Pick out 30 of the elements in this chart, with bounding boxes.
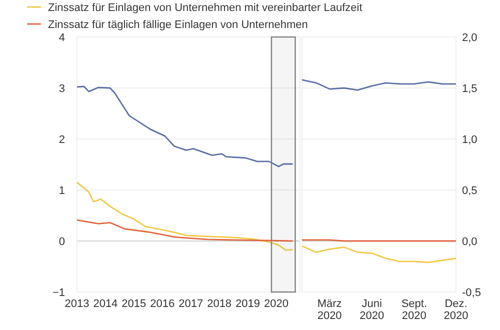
line-series: [76, 182, 294, 251]
y-tick-label: 2: [58, 134, 65, 146]
x-tick-label: März 2020: [317, 298, 342, 322]
y-tick-label: 0: [58, 236, 65, 248]
x-tick-label: 2020: [264, 298, 288, 310]
y-tick-label: 3: [58, 82, 65, 95]
y2-tick-label: 0,5: [462, 184, 478, 197]
y-tick-label: 1: [58, 184, 65, 197]
x-tick-label: 2014: [93, 298, 118, 310]
y2-tick-label: 1,0: [462, 134, 478, 146]
line-series: [76, 219, 294, 242]
x-tick-label: 2016: [150, 298, 175, 310]
y2-tick-label: 1,5: [462, 82, 478, 95]
x-tick-label: 2017: [178, 298, 204, 310]
x-tick-label: 2019: [236, 298, 260, 310]
x-tick-label: Sept. 2020: [401, 298, 428, 322]
y-tick-label: −1: [52, 286, 65, 299]
x-tick-label: 2013: [64, 298, 90, 310]
line-series: [301, 245, 457, 264]
y2-tick-label: 2,0: [462, 32, 478, 44]
y-tick-label: 4: [58, 32, 65, 44]
x-tick-label: Juni 2020: [360, 298, 384, 322]
x-tick-label: 2018: [207, 298, 232, 310]
y2-tick-label: 0,0: [462, 236, 478, 248]
y2-tick-label: -0,5: [462, 286, 481, 299]
line-series: [76, 86, 294, 168]
legend-label: Zinssatz für Einlagen von Unternehmen mit vereinbarter Laufzeit: [48, 2, 362, 14]
x-tick-label: 2015: [122, 298, 146, 310]
x-tick-label: Dez. 2020: [444, 298, 468, 322]
legend-label: Zinssatz für täglich fällige Einlagen von Unternehmen: [48, 18, 308, 31]
